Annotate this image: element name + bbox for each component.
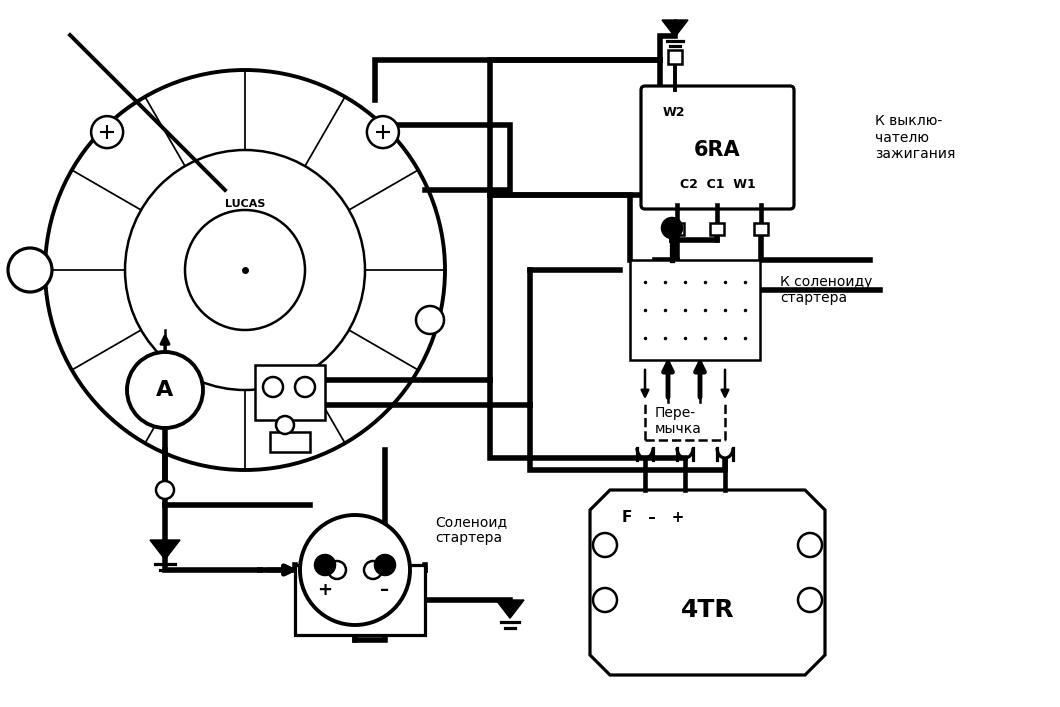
Circle shape xyxy=(276,416,294,434)
Circle shape xyxy=(156,481,174,499)
Circle shape xyxy=(364,561,382,579)
Circle shape xyxy=(375,555,395,575)
Text: 6RA: 6RA xyxy=(694,140,741,160)
Circle shape xyxy=(91,116,123,148)
Bar xyxy=(754,223,768,235)
Text: F   –   +: F – + xyxy=(622,510,685,525)
Bar xyxy=(270,432,310,452)
FancyBboxPatch shape xyxy=(641,86,794,209)
Bar xyxy=(295,565,425,635)
Circle shape xyxy=(295,377,315,397)
Circle shape xyxy=(593,588,617,612)
Text: +: + xyxy=(318,581,333,599)
Text: К выклю-
чателю
зажигания: К выклю- чателю зажигания xyxy=(874,115,955,160)
Bar xyxy=(668,50,682,64)
Circle shape xyxy=(593,533,617,557)
Bar xyxy=(255,365,325,420)
Text: –: – xyxy=(381,581,390,599)
Text: W2: W2 xyxy=(662,105,686,119)
Text: 4TR: 4TR xyxy=(681,598,735,622)
Bar xyxy=(670,223,684,235)
Bar xyxy=(630,260,760,360)
Polygon shape xyxy=(590,490,825,675)
Polygon shape xyxy=(496,600,524,618)
Bar xyxy=(710,223,724,235)
Text: Пере-
мычка: Пере- мычка xyxy=(655,406,702,436)
Circle shape xyxy=(263,377,283,397)
Polygon shape xyxy=(151,540,180,559)
Text: LUCAS: LUCAS xyxy=(225,199,265,209)
Circle shape xyxy=(662,218,682,238)
Circle shape xyxy=(798,533,822,557)
Circle shape xyxy=(798,588,822,612)
Text: A: A xyxy=(157,380,174,400)
Circle shape xyxy=(315,555,335,575)
Text: Соленоид
стартера: Соленоид стартера xyxy=(435,515,507,545)
Circle shape xyxy=(416,306,444,334)
Circle shape xyxy=(367,116,399,148)
Circle shape xyxy=(328,561,346,579)
Circle shape xyxy=(127,352,204,428)
Circle shape xyxy=(300,515,410,625)
Polygon shape xyxy=(662,20,688,37)
Circle shape xyxy=(8,248,52,292)
Text: C2  C1  W1: C2 C1 W1 xyxy=(679,178,756,192)
Text: К соленоиду
стартера: К соленоиду стартера xyxy=(780,275,872,305)
